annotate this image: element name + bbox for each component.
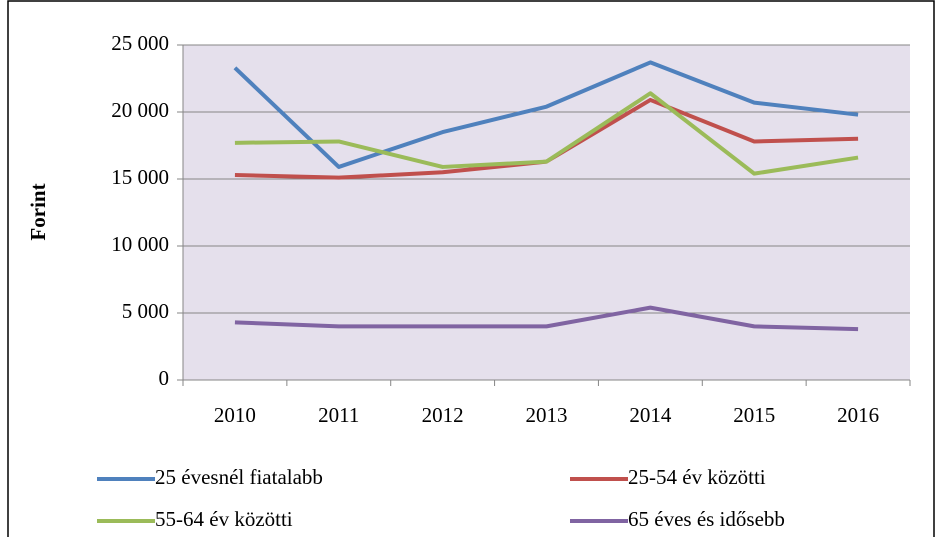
series-line bbox=[234, 305, 859, 332]
x-tick-label: 2015 bbox=[733, 403, 775, 427]
x-tick-label: 2014 bbox=[629, 403, 672, 427]
x-tick-label: 2010 bbox=[214, 403, 256, 427]
y-tick-label: 15 000 bbox=[111, 165, 169, 189]
series-line bbox=[233, 60, 859, 169]
legend-label: 25 évesnél fiatalabb bbox=[155, 465, 323, 489]
y-tick-label: 20 000 bbox=[111, 98, 169, 122]
series-line bbox=[234, 91, 859, 176]
y-axis-label: Forint bbox=[26, 183, 50, 240]
x-tick-label: 2013 bbox=[526, 403, 568, 427]
x-tick-label: 2016 bbox=[837, 403, 879, 427]
plot-area bbox=[183, 45, 910, 380]
y-tick-label: 0 bbox=[159, 366, 170, 390]
x-tick-label: 2011 bbox=[318, 403, 359, 427]
legend-label: 25-54 év közötti bbox=[628, 465, 766, 489]
x-tick-label: 2012 bbox=[422, 403, 464, 427]
y-tick-label: 10 000 bbox=[111, 232, 169, 256]
legend-label: 55-64 év közötti bbox=[155, 507, 293, 531]
legend-label: 65 éves és idősebb bbox=[628, 507, 785, 531]
y-tick-label: 25 000 bbox=[111, 31, 169, 55]
y-tick-label: 5 000 bbox=[122, 299, 169, 323]
